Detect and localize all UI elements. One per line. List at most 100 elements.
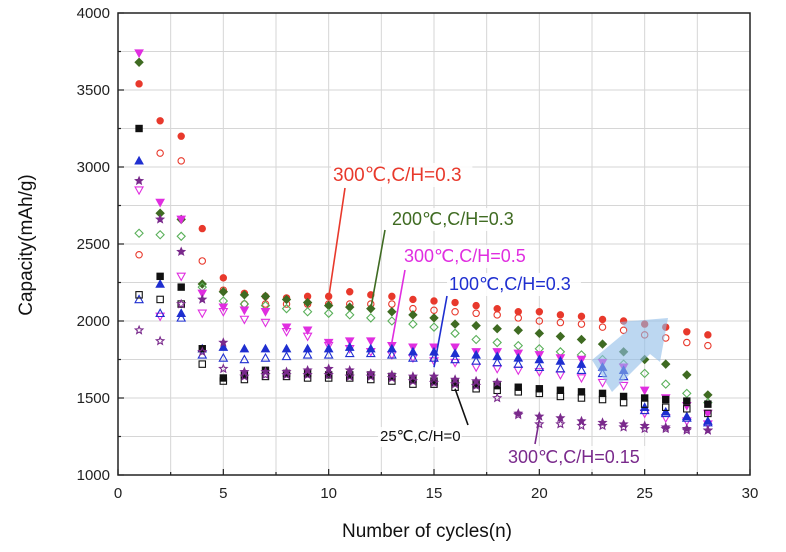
data-point [555, 356, 566, 365]
data-series [133, 49, 714, 435]
data-point [155, 279, 165, 288]
annotation-leader-line [391, 269, 406, 343]
data-point [239, 315, 250, 325]
data-point [218, 363, 229, 374]
data-point [534, 411, 545, 421]
data-point [281, 294, 292, 305]
annotation-label: 100℃,C/H=0.3 [449, 274, 571, 294]
x-tick-label: 10 [320, 485, 337, 502]
plot-frame [117, 12, 751, 476]
data-point [471, 355, 482, 365]
data-point [428, 377, 440, 387]
data-point [135, 291, 143, 299]
data-point [408, 310, 418, 320]
x-tick-label: 15 [426, 485, 443, 502]
y-tick-label: 2000 [77, 313, 110, 330]
data-point [492, 392, 503, 403]
data-point [598, 389, 607, 398]
data-point [388, 300, 396, 308]
data-point [260, 369, 271, 380]
data-point [198, 257, 207, 265]
annotation-background [506, 446, 652, 469]
data-point [324, 374, 333, 382]
data-point [577, 388, 586, 396]
data-point [534, 418, 545, 429]
data-point [493, 311, 501, 319]
data-point [598, 395, 607, 404]
data-point [218, 337, 229, 347]
data-point [702, 424, 714, 435]
data-point [218, 342, 229, 351]
annotation-background [378, 427, 462, 447]
annotation-background [331, 163, 473, 187]
annotation-leader-line [433, 295, 448, 368]
data-point [386, 349, 397, 359]
data-point [683, 397, 691, 405]
data-point [704, 400, 712, 408]
data-point [470, 380, 482, 391]
data-point [134, 49, 144, 59]
decorative-arrow [592, 318, 668, 392]
y-tick-label: 2500 [77, 236, 110, 253]
data-point [218, 303, 229, 313]
annotation-label: 300℃,C/H=0.15 [508, 447, 640, 467]
data-point [451, 298, 459, 307]
data-point [514, 314, 523, 322]
data-point [640, 400, 649, 408]
data-point [197, 279, 207, 289]
data-point [660, 408, 671, 418]
annotation-leader-line [534, 419, 541, 445]
data-point [683, 405, 691, 413]
data-point [133, 324, 145, 335]
data-point [135, 80, 143, 88]
data-point [260, 318, 271, 328]
data-point [639, 423, 650, 434]
data-point [450, 343, 460, 353]
data-point [555, 418, 566, 429]
data-point [155, 308, 166, 318]
data-point [219, 274, 228, 282]
data-point [366, 313, 376, 323]
data-point [240, 375, 249, 384]
data-point [302, 306, 313, 317]
x-tick-label: 20 [531, 485, 548, 502]
annotation-label: 200℃,C/H=0.3 [392, 209, 514, 229]
data-point [281, 343, 292, 353]
data-point [134, 57, 144, 67]
x-tick-label: 25 [636, 485, 653, 502]
data-point [619, 398, 628, 407]
data-point [492, 377, 503, 387]
annotation-background [447, 273, 581, 296]
data-point [407, 375, 419, 386]
data-point [323, 349, 334, 359]
data-point [344, 310, 355, 320]
data-point [156, 295, 164, 304]
data-point [577, 320, 586, 328]
data-point [598, 315, 607, 324]
data-point [367, 375, 375, 384]
data-point [177, 157, 185, 165]
data-point [576, 365, 587, 375]
data-point [303, 374, 312, 382]
series-square-hollow [135, 291, 712, 418]
tick-labels: 0 5 10 15 20 25 30 1000 1500 2000 2500 3000 3500 4000 [77, 5, 759, 502]
data-point [344, 370, 355, 381]
data-point [514, 388, 523, 396]
data-point [472, 309, 480, 318]
data-point [281, 351, 292, 361]
data-point [135, 124, 143, 133]
data-point [408, 319, 418, 329]
y-tick-label: 1000 [77, 467, 110, 484]
data-point [534, 362, 545, 371]
data-point [451, 308, 459, 316]
data-point [197, 346, 208, 357]
data-point [429, 322, 439, 332]
data-point [429, 313, 439, 323]
data-point [514, 308, 522, 316]
data-point [176, 246, 187, 256]
data-point [323, 308, 334, 319]
data-point [344, 348, 355, 358]
data-point [430, 297, 438, 305]
data-point [660, 414, 671, 424]
data-point [155, 229, 165, 240]
